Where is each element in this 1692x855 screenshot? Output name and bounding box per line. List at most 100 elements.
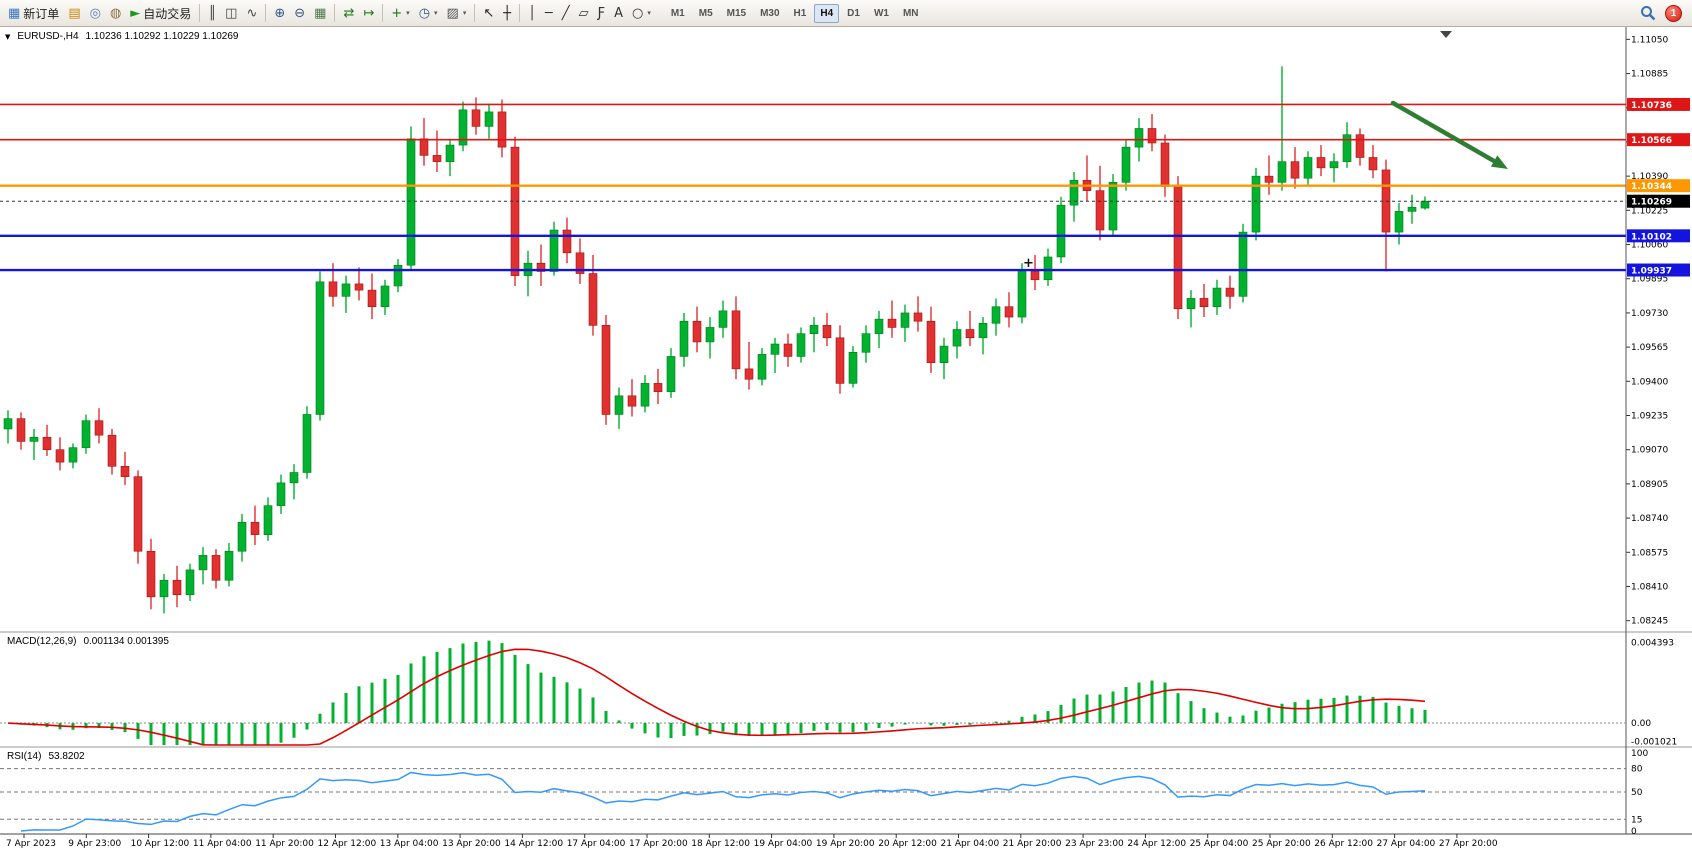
indicators-icon: + xyxy=(391,5,403,21)
community-icon-button[interactable]: ◍ xyxy=(106,2,125,24)
candle-body xyxy=(68,447,78,463)
candle-body xyxy=(1394,211,1404,233)
candle-body xyxy=(1303,157,1313,179)
timeframe-button-M5[interactable]: M5 xyxy=(698,7,713,19)
indicators-button[interactable]: + ▾ xyxy=(387,2,413,24)
price-badge-label: 1.10736 xyxy=(1631,101,1672,111)
bar-chart-button[interactable]: ║ xyxy=(204,2,220,24)
price-badge xyxy=(1627,194,1690,208)
trendline-button[interactable]: ╱ xyxy=(558,2,574,24)
candle-body xyxy=(211,555,221,581)
candle-body xyxy=(601,325,611,415)
candle-body xyxy=(536,262,546,272)
rsi-value: 53.8202 xyxy=(48,751,85,762)
new-order-button-label: 新订单 xyxy=(23,6,60,21)
candle-body xyxy=(1264,175,1274,183)
vertical-line-button[interactable]: │ xyxy=(524,2,540,24)
price-axis-label: 1.09235 xyxy=(1631,412,1668,422)
shapes-button[interactable]: ○ ▾ xyxy=(628,2,655,24)
new-order-icon: ▦ xyxy=(8,5,21,21)
macd-axis-label: 0.004393 xyxy=(1631,639,1674,649)
timeframe-button-W1[interactable]: W1 xyxy=(873,7,889,19)
notifications-badge[interactable]: 1 xyxy=(1665,4,1682,22)
time-axis-label: 23 Apr 23:00 xyxy=(1065,839,1124,849)
periods-button[interactable]: ◷ ▾ xyxy=(415,2,442,24)
price-badge-label: 1.10102 xyxy=(1631,232,1672,242)
candlestick-button[interactable]: ◫ xyxy=(221,2,241,24)
candle-body xyxy=(692,320,702,343)
timeframe-button-M30[interactable]: M30 xyxy=(760,7,780,19)
channel-icon: ▱ xyxy=(578,5,589,21)
rsi-line xyxy=(20,771,1426,832)
chart-symbol-label: EURUSD-,H4 xyxy=(17,31,79,42)
candle-body xyxy=(16,418,26,442)
zoom-in-icon: ⊕ xyxy=(274,5,286,21)
candle-body xyxy=(289,472,299,484)
candle-body xyxy=(731,310,741,370)
auto-scroll-icon: ⇄ xyxy=(343,5,355,21)
time-axis-label: 19 Apr 04:00 xyxy=(754,839,813,849)
time-axis-label: 25 Apr 20:00 xyxy=(1252,839,1311,849)
time-axis-label: 9 Apr 23:00 xyxy=(68,839,121,849)
timeframe-button-D1[interactable]: D1 xyxy=(847,7,860,19)
candle-body xyxy=(614,395,624,415)
candle-body xyxy=(1368,157,1378,171)
timeframe-button-M15[interactable]: M15 xyxy=(726,7,747,19)
market-icon-icon: ▤ xyxy=(68,5,81,21)
price-axis-label: 1.09070 xyxy=(1631,446,1668,456)
candle-body xyxy=(406,138,416,266)
candle-body xyxy=(1212,287,1222,308)
candle-body xyxy=(328,281,338,297)
cursor-button[interactable]: ↖ xyxy=(479,2,498,24)
line-chart-button[interactable]: ∿ xyxy=(242,2,261,24)
macd-label: MACD(12,26,9) xyxy=(7,636,77,647)
timeframe-button-H1[interactable]: H1 xyxy=(793,7,807,19)
text-tool-button[interactable]: A xyxy=(610,2,627,24)
timeframe-button-H4[interactable]: H4 xyxy=(814,3,840,23)
profile-icon-button[interactable]: ◎ xyxy=(86,2,105,24)
market-icon-button[interactable]: ▤ xyxy=(64,2,84,24)
candle-body xyxy=(757,354,767,380)
collapse-panel-icon[interactable]: ▼ xyxy=(5,32,11,41)
tile-windows-button[interactable]: ▦ xyxy=(310,2,330,24)
toolbar-separator xyxy=(334,4,336,22)
crosshair-button[interactable]: ┼ xyxy=(499,2,515,24)
zoom-out-icon: ⊖ xyxy=(294,5,306,21)
fibonacci-button[interactable]: Ƒ xyxy=(594,2,609,24)
candle-body xyxy=(939,345,949,363)
candle-body xyxy=(497,111,507,148)
candle-body xyxy=(1134,128,1144,148)
cross-marker-annotation[interactable]: + xyxy=(1023,256,1034,271)
price-axis-label: 1.08905 xyxy=(1631,480,1668,490)
candle-body xyxy=(1238,231,1248,297)
timeframe-button-MN[interactable]: MN xyxy=(902,7,919,19)
templates-button[interactable]: ▨ ▾ xyxy=(443,2,471,24)
zoom-out-button[interactable]: ⊖ xyxy=(290,2,309,24)
candle-body xyxy=(809,325,819,334)
candle-body xyxy=(679,320,689,357)
price-axis-label: 1.09895 xyxy=(1631,275,1668,285)
candle-body xyxy=(874,318,884,334)
auto-scroll-button[interactable]: ⇄ xyxy=(339,2,358,24)
trend-arrow-head xyxy=(1490,155,1508,169)
trend-arrow-annotation[interactable] xyxy=(1390,100,1497,164)
autotrading-button[interactable]: ► 自动交易 xyxy=(126,2,195,24)
candle-body xyxy=(1290,161,1300,179)
time-axis-label: 20 Apr 12:00 xyxy=(878,839,937,849)
price-badge xyxy=(1627,179,1690,193)
candle-body xyxy=(1004,306,1014,318)
chart-canvas[interactable]: 1.110501.108851.107201.105551.103901.102… xyxy=(0,27,1692,855)
macd-signal-line xyxy=(7,648,1426,746)
zoom-in-button[interactable]: ⊕ xyxy=(270,2,289,24)
chart-shift-button[interactable]: ↦ xyxy=(359,2,378,24)
horizontal-line-button[interactable]: ─ xyxy=(541,2,557,24)
rsi-axis-label: 15 xyxy=(1631,815,1642,825)
candle-body xyxy=(107,434,117,467)
search-icon[interactable] xyxy=(1640,5,1656,21)
candle-body xyxy=(1108,182,1118,231)
new-order-button[interactable]: ▦ 新订单 xyxy=(4,2,63,24)
channel-button[interactable]: ▱ xyxy=(575,2,593,24)
candle-body xyxy=(159,579,169,598)
candle-body xyxy=(1121,146,1131,183)
timeframe-button-M1[interactable]: M1 xyxy=(670,7,685,19)
